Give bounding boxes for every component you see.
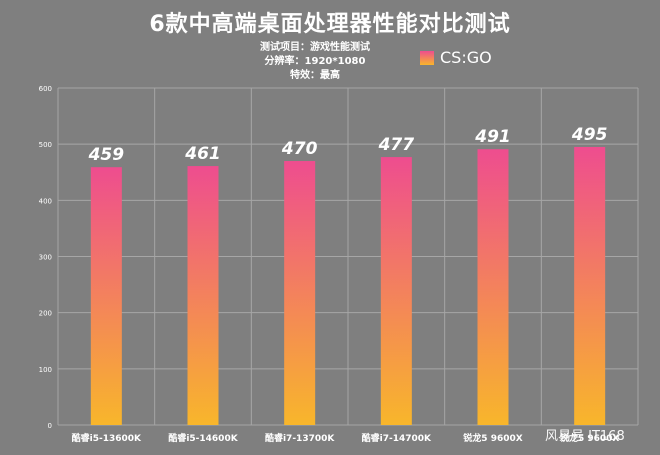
data-label: 491 <box>474 127 511 147</box>
bar <box>187 166 219 426</box>
y-tick-label: 200 <box>39 310 52 318</box>
legend: CS:GO <box>420 48 492 67</box>
y-tick-label: 0 <box>48 422 52 430</box>
category-label: 酷睿i7-14700K <box>362 432 432 444</box>
y-tick-label: 300 <box>39 254 52 262</box>
data-label: 495 <box>571 125 608 145</box>
y-tick-label: 600 <box>39 85 52 93</box>
chart-title: 6款中高端桌面处理器性能对比测试 <box>149 12 511 37</box>
bar <box>477 149 509 425</box>
y-tick-label: 500 <box>39 141 52 149</box>
subtitle-resolution: 分辨率：1920*1080 <box>264 56 366 67</box>
data-label: 470 <box>281 139 318 159</box>
category-label: 酷睿i5-14600K <box>168 432 238 444</box>
category-label: 锐龙5 9600X <box>463 432 522 444</box>
category-label: 酷睿i7-13700K <box>265 432 335 444</box>
subtitle-effects: 特效：最高 <box>290 70 340 81</box>
data-label: 477 <box>378 135 415 155</box>
bar <box>284 161 316 425</box>
legend-swatch <box>420 50 434 65</box>
watermark: 风易号 IT168 <box>545 429 625 444</box>
data-label: 461 <box>184 144 221 164</box>
legend-label: CS:GO <box>440 48 492 67</box>
bar <box>574 146 606 425</box>
category-label: 酷睿i5-13600K <box>72 432 142 444</box>
subtitle-test-item: 测试项目：游戏性能测试 <box>260 42 370 53</box>
bar <box>90 167 122 425</box>
y-tick-label: 400 <box>39 197 52 205</box>
category-label: 锐龙5 9600X <box>560 432 619 444</box>
y-tick-label: 100 <box>39 366 52 374</box>
data-label: 459 <box>88 145 125 165</box>
bar <box>380 157 412 425</box>
